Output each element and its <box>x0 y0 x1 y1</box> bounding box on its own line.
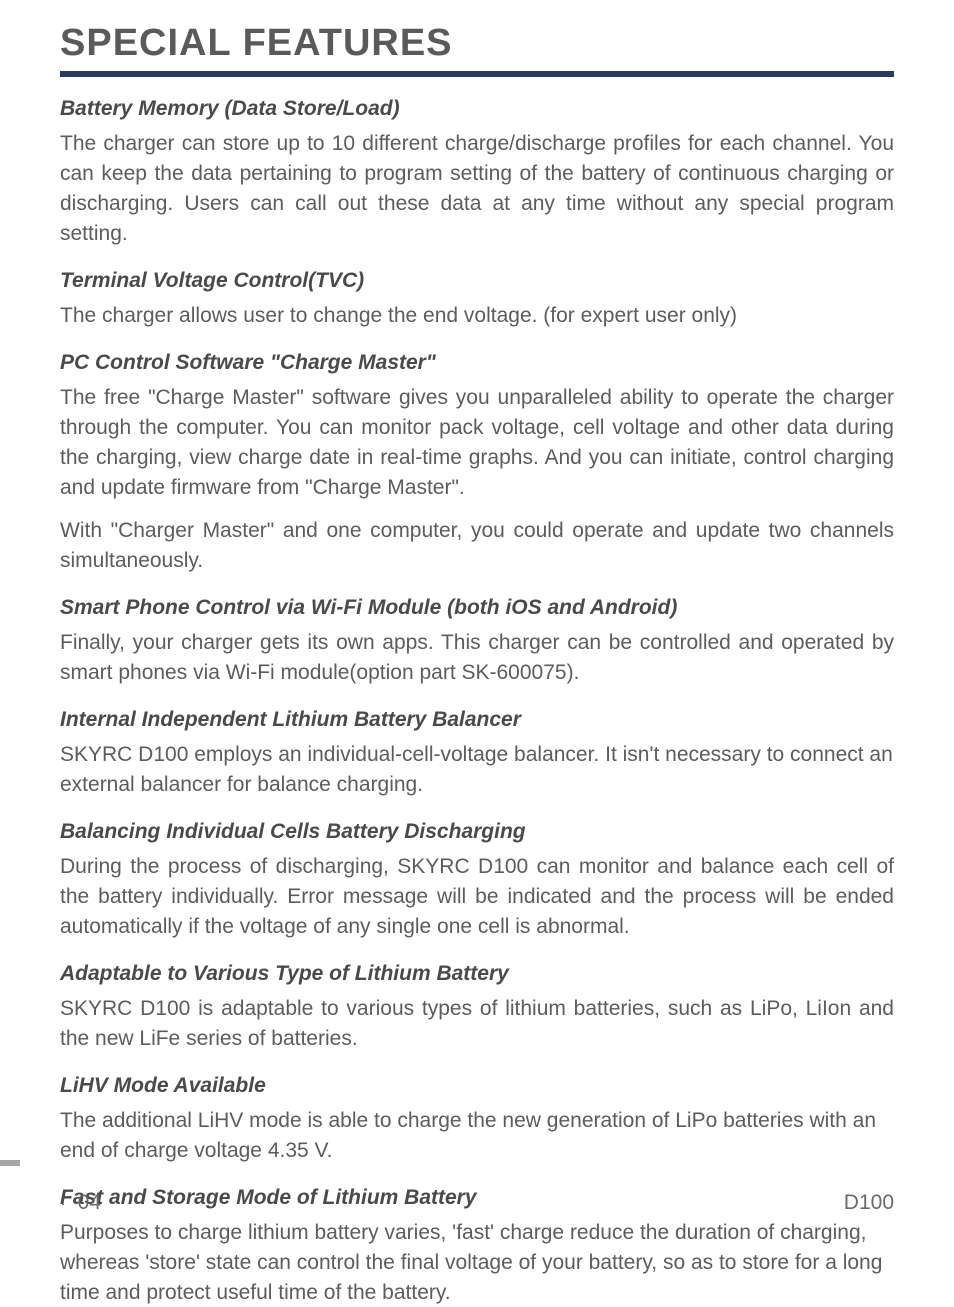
feature-section: LiHV Mode Available The additional LiHV m… <box>60 1072 894 1166</box>
section-body: SKYRC D100 is adaptable to various types… <box>60 994 894 1054</box>
model-label: D100 <box>844 1191 894 1215</box>
section-body: During the process of discharging, SKYRC… <box>60 852 894 941</box>
feature-section: Terminal Voltage Control(TVC) The charger… <box>60 267 894 331</box>
sections-container: Battery Memory (Data Store/Load) The char… <box>60 95 894 1307</box>
page-title-wrap: SPECIAL FEATURES <box>60 22 894 77</box>
section-title: Battery Memory (Data Store/Load) <box>60 95 894 123</box>
section-title: Adaptable to Various Type of Lithium Bat… <box>60 960 894 988</box>
section-title: Smart Phone Control via Wi-Fi Module (bo… <box>60 594 894 622</box>
section-title: Balancing Individual Cells Battery Disch… <box>60 818 894 846</box>
section-body: Finally, your charger gets its own apps.… <box>60 628 894 688</box>
section-body: Purposes to charge lithium battery varie… <box>60 1218 894 1307</box>
page-footer: · 04 D100 <box>0 1191 954 1215</box>
page-number-value: 04 <box>78 1191 101 1214</box>
section-title: Internal Independent Lithium Battery Bal… <box>60 706 894 734</box>
feature-section: Balancing Individual Cells Battery Disch… <box>60 818 894 942</box>
feature-section: Internal Independent Lithium Battery Bal… <box>60 706 894 800</box>
left-margin-rule <box>0 1160 20 1166</box>
section-title: Terminal Voltage Control(TVC) <box>60 267 894 295</box>
page-title: SPECIAL FEATURES <box>60 22 894 65</box>
page-number: · 04 <box>60 1191 101 1215</box>
section-title: LiHV Mode Available <box>60 1072 894 1100</box>
feature-section: Battery Memory (Data Store/Load) The char… <box>60 95 894 249</box>
feature-section: Smart Phone Control via Wi-Fi Module (bo… <box>60 594 894 688</box>
section-body: The free "Charge Master" software gives … <box>60 383 894 502</box>
section-body: The additional LiHV mode is able to char… <box>60 1106 894 1166</box>
content-area: SPECIAL FEATURES Battery Memory (Data St… <box>0 22 954 1307</box>
feature-section: Adaptable to Various Type of Lithium Bat… <box>60 960 894 1054</box>
section-body: The charger allows user to change the en… <box>60 301 894 331</box>
bullet-icon: · <box>60 1193 66 1213</box>
section-body: The charger can store up to 10 different… <box>60 129 894 248</box>
manual-page: SPECIAL FEATURES Battery Memory (Data St… <box>0 0 954 1245</box>
feature-section: PC Control Software "Charge Master" The f… <box>60 349 894 576</box>
section-title: PC Control Software "Charge Master" <box>60 349 894 377</box>
section-body: SKYRC D100 employs an individual-cell-vo… <box>60 740 894 800</box>
section-body: With "Charger Master" and one computer, … <box>60 516 894 576</box>
